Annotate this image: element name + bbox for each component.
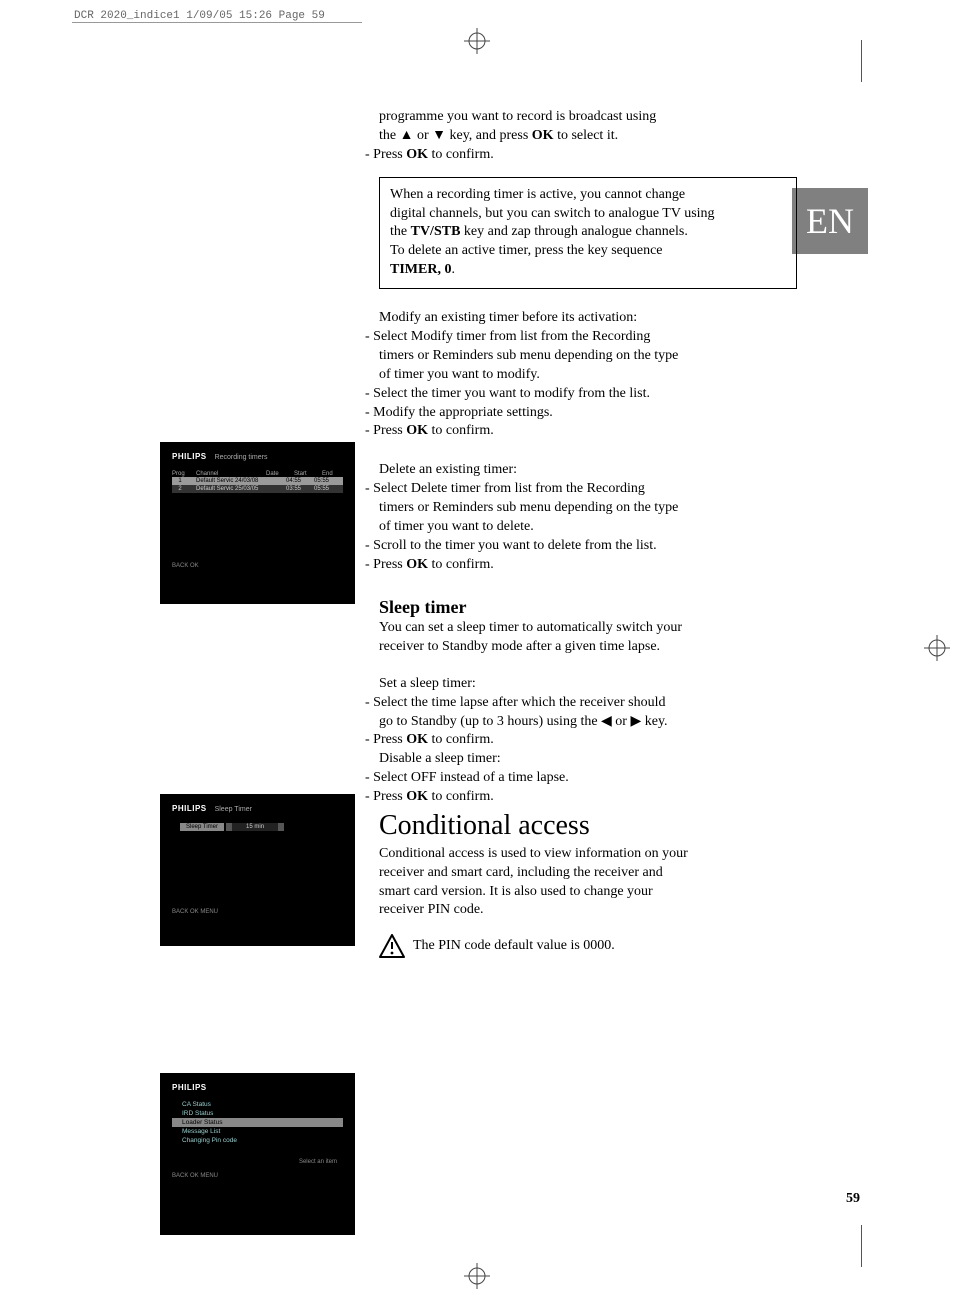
brand-label: PHILIPS <box>172 804 207 813</box>
warning-row: The PIN code default value is 0000. <box>379 934 890 958</box>
delete-timer-section: Delete an existing timer: - Select Delet… <box>379 461 799 574</box>
brand-label: PHILIPS <box>172 452 207 461</box>
table-row: 1 Default Servic 24/03/08 04:55 05:55 <box>172 477 343 485</box>
note-box: When a recording timer is active, you ca… <box>379 177 797 289</box>
menu-item: Message List <box>172 1127 343 1136</box>
rule <box>72 22 362 23</box>
table-row: 2 Default Servic 25/03/05 03:55 05:55 <box>172 485 343 493</box>
crop-mark-icon <box>924 635 950 661</box>
rule <box>861 1225 862 1267</box>
slider-row: Sleep Timer 15 min <box>172 823 343 831</box>
sleep-timer-heading: Sleep timer <box>379 595 799 619</box>
hint-bar: BACK OK MENU <box>172 1173 343 1179</box>
crop-mark-icon <box>464 1263 490 1289</box>
rule <box>861 40 862 82</box>
warning-icon <box>379 934 405 958</box>
intro-text: programme you want to record is broadcas… <box>379 108 799 165</box>
menu-item: IRD Status <box>172 1109 343 1118</box>
menu-item: Changing Pin code <box>172 1136 343 1145</box>
screenshot-recording-timers: PHILIPS Recording timers Prog Channel Da… <box>160 442 355 604</box>
hint-bar: BACK OK <box>172 563 343 569</box>
hint-bar: BACK OK MENU <box>172 909 343 915</box>
menu-item: Loader Status <box>172 1118 343 1127</box>
screenshot-title: Sleep Timer <box>215 806 252 813</box>
brand-label: PHILIPS <box>172 1083 207 1092</box>
screenshot-conditional-access: PHILIPS CA Status IRD Status Loader Stat… <box>160 1073 355 1235</box>
menu-item: CA Status <box>172 1100 343 1109</box>
conditional-access-section: Conditional access Conditional access is… <box>379 807 799 920</box>
warning-text: The PIN code default value is 0000. <box>413 938 615 954</box>
select-hint: Select an item <box>172 1159 343 1165</box>
screenshot-sleep-timer: PHILIPS Sleep Timer Sleep Timer 15 min B… <box>160 794 355 946</box>
print-header: DCR 2020_indice1 1/09/05 15:26 Page 59 <box>74 10 325 22</box>
sleep-timer-section: Sleep timer You can set a sleep timer to… <box>379 595 799 807</box>
crop-mark-icon <box>464 28 490 54</box>
screenshot-title: Recording timers <box>215 454 268 461</box>
page-number: 59 <box>846 1191 860 1207</box>
conditional-access-heading: Conditional access <box>379 807 799 845</box>
modify-timer-section: Modify an existing timer before its acti… <box>379 309 799 441</box>
menu-list: CA Status IRD Status Loader Status Messa… <box>172 1100 343 1145</box>
